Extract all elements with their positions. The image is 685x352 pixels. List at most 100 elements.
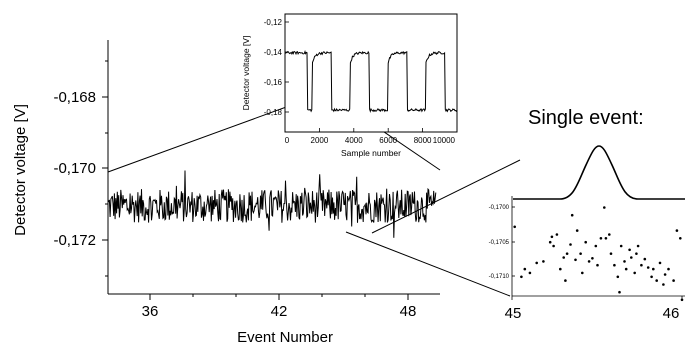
single-event-point: [569, 243, 572, 246]
single-event-point: [650, 275, 653, 279]
inset-x-tick-label: 2000: [311, 136, 329, 145]
single-event-point: [667, 267, 670, 271]
inset-y-tick-marks: [285, 21, 289, 113]
single-event-point: [548, 240, 552, 244]
main-x-tick-label: 36: [142, 303, 159, 320]
single-event-point: [636, 244, 640, 248]
main-y-tick-label: -0,172: [53, 232, 96, 249]
single-event-point: [552, 244, 555, 248]
single-event-y-tick-label: -0,1705: [489, 240, 510, 246]
single-event-point: [623, 260, 626, 263]
single-event-point: [535, 261, 538, 265]
single-event-point: [523, 267, 527, 271]
inset-x-tick-marks: [284, 128, 458, 132]
single-event-connector-bottom: [345, 231, 511, 297]
single-event-point: [643, 257, 647, 261]
single-event-point: [520, 275, 523, 279]
inset-background: [285, 14, 457, 132]
single-event-point: [613, 263, 616, 267]
single-event-point: [628, 248, 631, 252]
single-event-point: [528, 271, 532, 275]
inset-frame: [284, 13, 458, 133]
single-event-point: [652, 267, 655, 271]
inset-y-tick-label: -0,12: [264, 18, 283, 27]
main-y-tick-label: -0,168: [53, 89, 96, 106]
single-event-point: [562, 256, 565, 259]
main-x-axis-label: Event Number: [237, 329, 333, 346]
single-event-point: [672, 279, 675, 282]
main-series-line: [107, 170, 437, 238]
single-event-y-tick-marks: [512, 206, 515, 277]
single-event-x-tick-marks: [511, 296, 683, 300]
single-event-y-tick-label: -0,1710: [489, 274, 510, 280]
single-event-point: [635, 252, 638, 255]
single-event-point: [559, 267, 562, 271]
inset-chart: -0,12 -0,14 -0,16 -0,18 0 2000 4000 6000…: [241, 13, 458, 158]
single-event-point: [633, 271, 636, 275]
single-event-point: [616, 275, 620, 279]
single-event-point: [624, 267, 628, 271]
single-event-x-tick-label: 45: [505, 305, 522, 322]
inset-y-axis-label: Detector voltage [V]: [241, 36, 251, 111]
single-event-point: [574, 258, 577, 262]
main-x-tick-label: 42: [271, 303, 288, 320]
single-event-point: [646, 266, 650, 269]
single-event-point: [513, 225, 516, 229]
inset-x-tick-label: 6000: [379, 136, 397, 145]
main-y-tick-marks: [102, 60, 108, 277]
main-chart: -0,168 -0,170 -0,172 36 42 48 Event Numb…: [12, 40, 440, 346]
single-event-point: [599, 237, 603, 240]
single-event-points: [513, 206, 684, 302]
single-event-point: [609, 252, 613, 255]
single-event-point: [608, 233, 611, 236]
main-y-axis-label: Detector voltage [V]: [12, 104, 29, 236]
inset-series-line: [284, 50, 458, 113]
inset-x-tick-label: 8000: [414, 136, 432, 145]
inset-x-axis-label: Sample number: [341, 148, 401, 158]
inset-y-tick-label: -0,14: [264, 48, 283, 57]
single-event-point: [604, 237, 608, 240]
single-event-point: [587, 260, 591, 263]
single-event-point: [591, 257, 594, 260]
single-event-point: [550, 235, 554, 239]
single-event-point: [603, 206, 606, 209]
single-event-point: [663, 273, 667, 276]
single-event-point: [662, 283, 665, 286]
single-event-point: [564, 279, 567, 282]
main-y-tick-label: -0,170: [53, 160, 96, 177]
single-event-connector-top: [371, 159, 521, 234]
main-x-tick-label: 48: [400, 303, 417, 320]
single-event-point: [680, 298, 684, 302]
single-event-x-tick-label: 46: [663, 305, 680, 322]
single-event-frame: [511, 196, 685, 297]
main-x-tick-marks: [149, 294, 409, 300]
single-event-point: [542, 260, 545, 263]
single-event-point: [630, 256, 633, 259]
inset-x-tick-label: 10000: [433, 136, 456, 145]
single-event-point: [618, 290, 621, 294]
single-event-point: [655, 279, 658, 282]
single-event-point: [640, 263, 643, 267]
inset-x-tick-label: 0: [285, 136, 290, 145]
single-event-point: [555, 233, 559, 236]
single-event-y-tick-label: -0,1700: [489, 205, 510, 211]
single-event-point: [579, 252, 582, 255]
single-event-point: [565, 252, 569, 255]
single-event-pulse-shape: [513, 145, 685, 200]
inset-y-tick-label: -0,18: [264, 108, 283, 117]
inset-y-tick-label: -0,16: [264, 78, 283, 87]
single-event-point: [594, 244, 598, 248]
single-event-point: [675, 229, 679, 232]
single-event-chart: Single event: -0,1700 -0,1705 -0,1710 45…: [489, 107, 685, 322]
single-event-point: [679, 237, 682, 240]
single-event-point: [658, 261, 662, 265]
single-event-point: [570, 213, 574, 217]
single-event-point: [596, 263, 599, 267]
inset-x-tick-label: 4000: [345, 136, 363, 145]
single-event-point: [584, 240, 587, 244]
single-event-point: [575, 229, 579, 232]
single-event-title: Single event:: [528, 107, 644, 129]
single-event-point: [619, 244, 623, 248]
